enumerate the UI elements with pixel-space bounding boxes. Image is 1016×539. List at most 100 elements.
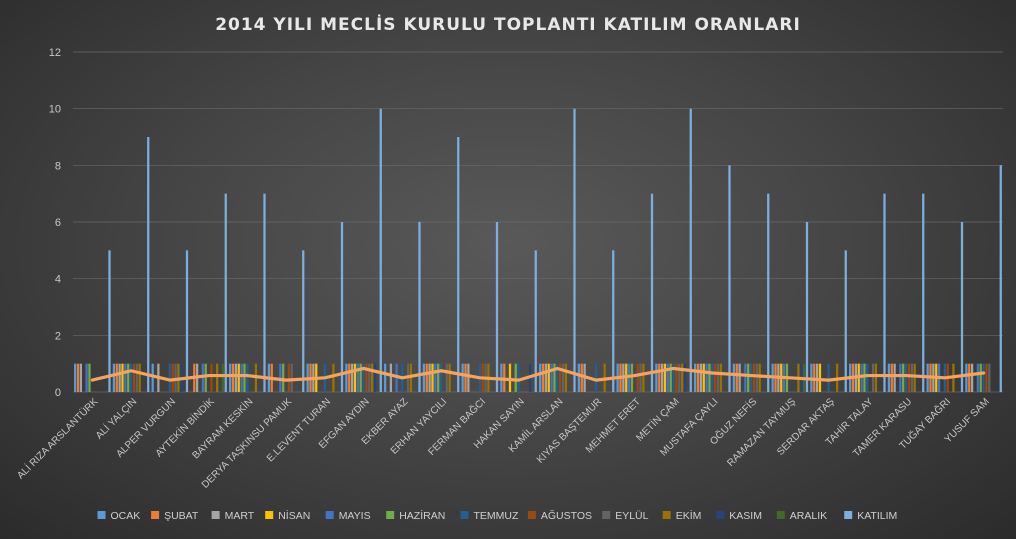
- bar: [979, 363, 982, 392]
- bar: [910, 363, 913, 392]
- bar: [716, 363, 720, 392]
- bar: [612, 250, 615, 392]
- bar-layer: [74, 108, 1002, 393]
- bar: [457, 137, 460, 392]
- bar: [124, 363, 127, 392]
- bar: [866, 363, 869, 392]
- bar: [666, 363, 669, 392]
- bar: [965, 363, 968, 392]
- legend-label: ARALIK: [790, 510, 827, 522]
- bar: [642, 363, 645, 392]
- bar: [887, 363, 891, 392]
- bar: [362, 363, 365, 392]
- bar: [439, 363, 443, 392]
- bar: [467, 363, 470, 392]
- bar: [650, 193, 654, 392]
- bar: [287, 363, 291, 392]
- bar: [210, 363, 213, 392]
- y-tick-label: 12: [49, 47, 61, 59]
- bar: [348, 363, 351, 392]
- legend-label: NİSAN: [278, 509, 310, 522]
- bar: [224, 193, 227, 392]
- bar: [234, 363, 238, 392]
- bar: [437, 363, 440, 392]
- bar: [379, 108, 382, 393]
- bar: [594, 363, 598, 392]
- bar: [827, 363, 830, 392]
- legend-swatch: [265, 511, 274, 519]
- bar: [368, 363, 371, 392]
- legend-swatch: [844, 511, 853, 519]
- legend-swatch: [527, 511, 536, 519]
- legend-label: AĞUSTOS: [541, 509, 592, 522]
- x-tick-label: ALİ RIZA ARSLANTÜRK: [14, 395, 101, 482]
- bar: [373, 363, 377, 392]
- bar: [902, 363, 905, 392]
- y-tick-label: 6: [55, 217, 61, 229]
- legend-swatch: [97, 511, 106, 519]
- bar: [237, 363, 240, 392]
- y-tick-label: 0: [55, 387, 61, 399]
- bar: [874, 363, 878, 392]
- legend-label: KASIM: [729, 510, 762, 522]
- bar: [655, 363, 658, 392]
- bar: [434, 363, 437, 392]
- bar: [678, 363, 681, 392]
- bar: [976, 363, 979, 392]
- bar: [744, 363, 747, 392]
- y-tick-label: 4: [55, 274, 61, 286]
- bar: [112, 363, 116, 392]
- bar: [356, 363, 359, 392]
- bar: [553, 363, 556, 392]
- bar: [547, 363, 550, 392]
- bar: [371, 363, 374, 392]
- bar: [389, 363, 393, 392]
- bar: [711, 363, 714, 392]
- bar: [135, 363, 138, 392]
- bar: [883, 193, 886, 392]
- bar: [534, 250, 537, 392]
- bar: [79, 363, 83, 392]
- legend-swatch: [386, 511, 395, 519]
- bar: [669, 363, 672, 392]
- bar: [899, 363, 902, 392]
- bar: [960, 222, 964, 392]
- legend-swatch: [151, 511, 160, 519]
- bar: [108, 250, 111, 392]
- y-tick-label: 8: [55, 160, 61, 172]
- bar: [844, 250, 847, 392]
- bar: [988, 363, 991, 392]
- bar: [539, 363, 542, 392]
- bar: [818, 363, 822, 392]
- y-tick-label: 2: [55, 330, 61, 342]
- bar: [636, 363, 639, 392]
- bar: [345, 363, 348, 392]
- bar: [871, 363, 875, 392]
- bar: [151, 363, 154, 392]
- bar: [561, 363, 565, 392]
- bar: [735, 363, 738, 392]
- chart-title: 2014 YILI MECLİS KURULU TOPLANTI KATILIM…: [215, 13, 801, 35]
- bar: [660, 363, 664, 392]
- bar: [639, 363, 642, 392]
- bar: [216, 363, 219, 392]
- bar: [129, 363, 133, 392]
- bar: [689, 108, 692, 393]
- bar: [985, 363, 988, 392]
- bar: [708, 363, 711, 392]
- bar: [696, 363, 700, 392]
- bar: [461, 363, 464, 392]
- bar: [658, 363, 661, 392]
- legend-swatch: [460, 511, 469, 519]
- legend: OCAK ŞUBAT MART NİSAN MAYIS HAZİRAN TEMMUZ AĞUS…: [97, 509, 897, 522]
- bar: [630, 363, 634, 392]
- bar: [431, 363, 434, 392]
- legend-swatch: [325, 511, 334, 519]
- bar: [564, 363, 568, 392]
- bar: [428, 363, 431, 392]
- bar: [681, 363, 684, 392]
- bar: [359, 363, 362, 392]
- legend-label: MART: [225, 510, 255, 522]
- x-tick-label: RAMAZAN TAYMUŞ: [725, 396, 798, 469]
- legend-swatch: [776, 511, 785, 519]
